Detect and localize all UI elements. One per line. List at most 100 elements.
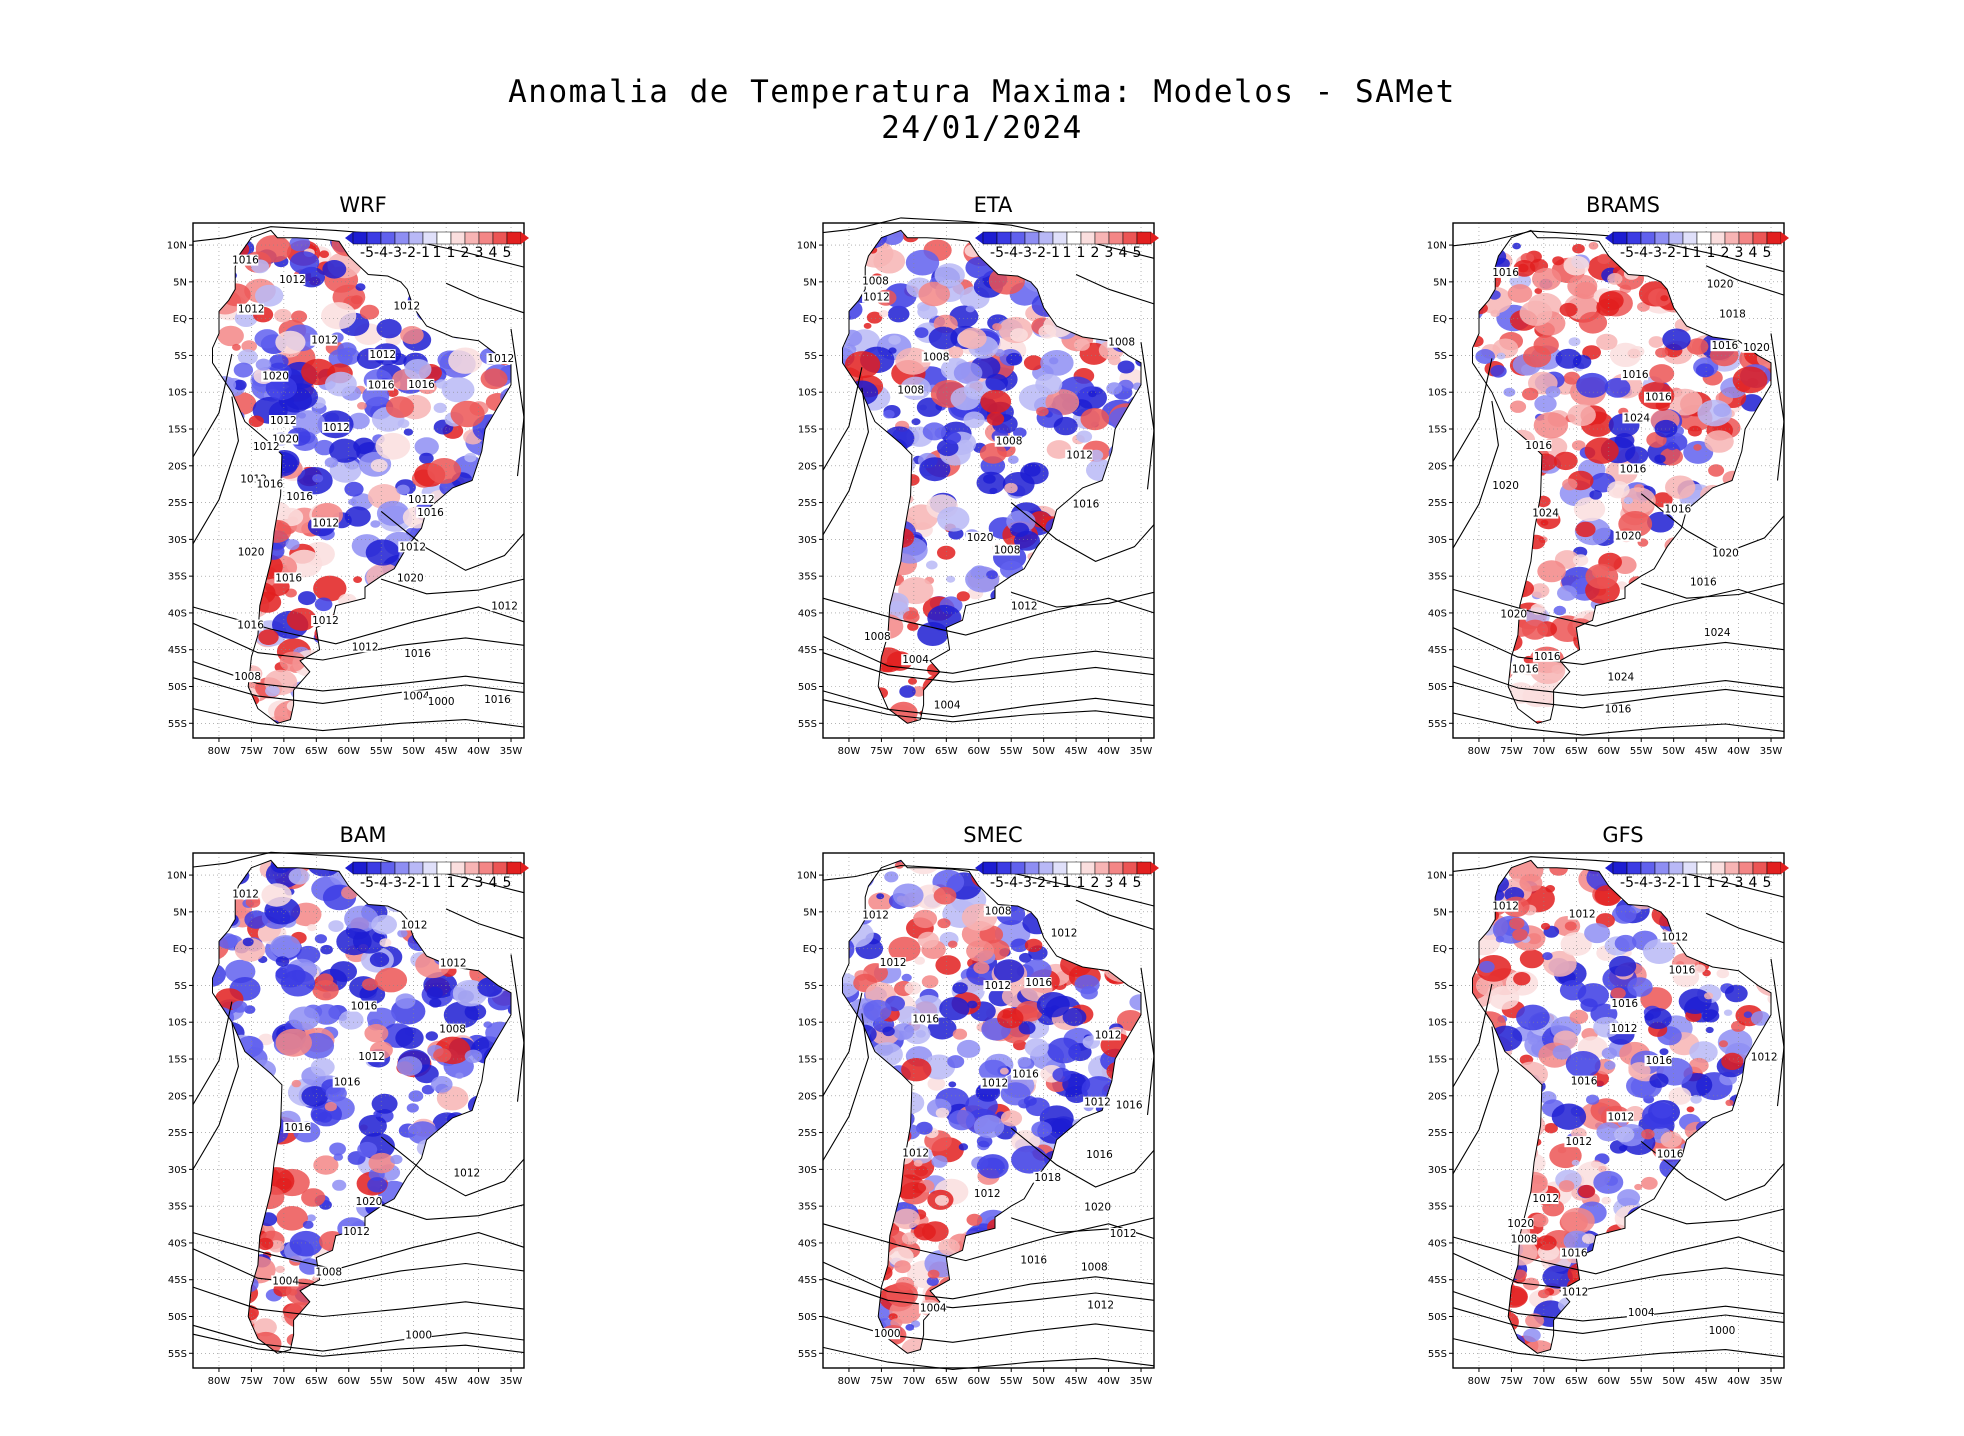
anomaly-cell [214,1307,231,1320]
colorbar-cell [1696,861,1712,875]
anomaly-cell [1475,349,1495,364]
anomaly-cell [1128,412,1141,429]
isobar-label: 1016 [1012,1069,1039,1081]
anomaly-cell [494,497,511,521]
isobar-label: 1004 [272,1275,299,1287]
anomaly-cell [214,573,224,580]
anomaly-cell [868,892,893,912]
colorbar-label: 1 [1707,875,1716,891]
anomaly-cell [1472,1016,1492,1040]
anomaly-cell [435,891,451,903]
anomaly-cell [406,1103,419,1113]
lat-label: 20S [168,1091,187,1102]
anomaly-cell [1129,716,1141,724]
isobar-label-bg [310,334,338,346]
colorbar-cell [352,231,368,245]
anomaly-cell [1660,1131,1682,1148]
anomaly-cell [1498,633,1523,652]
anomaly-cell [1552,256,1564,266]
lat-label: 25S [798,498,817,509]
anomaly-cell [238,1276,259,1293]
colorbar-label: -5 [360,245,374,261]
anomaly-cell [479,1215,504,1234]
anomaly-cell [1639,678,1663,697]
lat-label: 5S [804,351,817,362]
lat-label: 5S [804,981,817,992]
isobar-line [1452,712,1785,736]
anomaly-cell [1074,974,1100,995]
anomaly-cell [212,962,226,987]
anomaly-cell [905,1324,915,1331]
anomaly-cell [1494,1103,1528,1129]
anomaly-cell [842,654,862,672]
isobar-label-bg [1083,1201,1111,1213]
anomaly-cell [1500,443,1519,457]
colorbar-cell [1136,231,1152,245]
isobar-label: 1012 [1662,932,1689,944]
anomaly-cell [927,662,945,677]
isobar-label: 1012 [408,494,435,506]
anomaly-cell [927,1076,946,1091]
isobar-label: 1004 [902,654,929,666]
anomaly-cell [856,1146,874,1159]
anomaly-cell [975,1254,1005,1277]
colorbar-cell [1010,861,1026,875]
isobar-label: 1008 [923,351,950,363]
anomaly-cell [888,936,921,962]
anomaly-cell [353,576,362,583]
anomaly-cell [325,1310,347,1328]
anomaly-cell [489,440,511,457]
anomaly-cell [847,1187,858,1195]
isobar-label: 1012 [232,888,259,900]
anomaly-cell [844,246,855,255]
lat-label: 50S [798,682,817,693]
anomaly-cell [939,997,970,1021]
anomaly-cell [904,474,920,486]
anomaly-cell [225,444,251,464]
colorbar-label: 1 [433,245,442,261]
anomaly-cell [1122,1140,1141,1161]
anomaly-cell [1575,521,1596,538]
anomaly-cell [226,521,261,549]
anomaly-cell [1086,1338,1104,1353]
anomaly-cell [1000,1067,1009,1075]
anomaly-cell [233,557,263,580]
anomaly-cell [1561,1207,1595,1234]
anomaly-cell [227,506,253,525]
anomaly-cell [1667,904,1690,922]
isobar-label: 1016 [1020,1255,1047,1267]
anomaly-cell [888,527,915,548]
anomaly-cell [1506,1062,1519,1072]
colorbar-arrow-right [521,862,529,874]
anomaly-cell [947,1055,965,1069]
anomaly-cell [386,1239,408,1256]
lon-label: 40W [1097,1376,1120,1387]
anomaly-cell [400,1255,418,1269]
anomaly-cell [1480,1183,1503,1201]
anomaly-cell [1685,542,1710,561]
anomaly-cell [880,1182,896,1195]
isobar-label-bg [872,1328,901,1340]
anomaly-cell [863,322,872,329]
isobar-label-bg [404,1329,432,1341]
anomaly-cell [380,1264,399,1279]
anomaly-cell [405,1310,421,1323]
anomaly-cell [1664,900,1695,925]
colorbar: -5 -4 -3 -2 -1 1 1 2 3 4 5 [1605,231,1789,261]
lat-label: 5S [174,351,187,362]
anomaly-cell [473,1111,487,1122]
lon-label: 50W [1032,1376,1055,1387]
anomaly-cell [370,459,388,472]
anomaly-cell [1133,929,1141,942]
anomaly-cell [1043,584,1052,591]
anomaly-cell [1128,546,1141,561]
colorbar-cell [1038,861,1054,875]
lon-label: 65W [1565,1376,1588,1387]
anomaly-cell [390,1154,403,1165]
anomaly-cell [842,549,866,570]
anomaly-cell [1668,1087,1692,1105]
anomaly-cell [935,1107,950,1119]
anomaly-cell [474,495,501,516]
anomaly-cell [1053,653,1084,676]
anomaly-cell [364,1024,389,1043]
